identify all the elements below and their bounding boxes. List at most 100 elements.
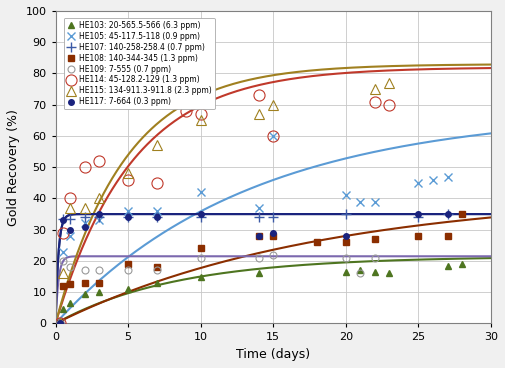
HE114: 45-128.2-129 (1.3 ppm): (0.3, 0): 45-128.2-129 (1.3 ppm): (0.3, 0) [57, 321, 63, 326]
Line: HE107: 140-258-258.4 (0.7 ppm): HE107: 140-258-258.4 (0.7 ppm) [55, 209, 452, 328]
HE105: 45-117.5-118 (0.9 ppm): (26, 46): 45-117.5-118 (0.9 ppm): (26, 46) [430, 177, 436, 182]
HE107: 140-258-258.4 (0.7 ppm): (7, 34): 140-258-258.4 (0.7 ppm): (7, 34) [154, 215, 160, 219]
Line: HE117: 7-664 (0.3 ppm): HE117: 7-664 (0.3 ppm) [55, 209, 453, 329]
HE108: 140-344-345 (1.3 ppm): (5, 19): 140-344-345 (1.3 ppm): (5, 19) [125, 262, 131, 266]
HE117: 7-664 (0.3 ppm): (3, 35): 7-664 (0.3 ppm): (3, 35) [96, 212, 102, 216]
HE115: 134-911.3-911.8 (2.3 ppm): (0.5, 16): 134-911.3-911.8 (2.3 ppm): (0.5, 16) [60, 271, 66, 276]
Legend: HE103: 20-565.5-566 (6.3 ppm), HE105: 45-117.5-118 (0.9 ppm), HE107: 140-258-258: HE103: 20-565.5-566 (6.3 ppm), HE105: 45… [64, 18, 215, 109]
HE107: 140-258-258.4 (0.7 ppm): (10, 34): 140-258-258.4 (0.7 ppm): (10, 34) [197, 215, 204, 219]
HE109: 7-555 (0.7 ppm): (7, 17): 7-555 (0.7 ppm): (7, 17) [154, 268, 160, 273]
Line: HE103: 20-565.5-566 (6.3 ppm): HE103: 20-565.5-566 (6.3 ppm) [57, 261, 466, 327]
HE103: 20-565.5-566 (6.3 ppm): (21, 17): 20-565.5-566 (6.3 ppm): (21, 17) [358, 268, 364, 273]
HE117: 7-664 (0.3 ppm): (2, 31): 7-664 (0.3 ppm): (2, 31) [81, 224, 87, 229]
HE117: 7-664 (0.3 ppm): (7, 34): 7-664 (0.3 ppm): (7, 34) [154, 215, 160, 219]
HE108: 140-344-345 (1.3 ppm): (25, 28): 140-344-345 (1.3 ppm): (25, 28) [416, 234, 422, 238]
HE103: 20-565.5-566 (6.3 ppm): (1, 6.5): 20-565.5-566 (6.3 ppm): (1, 6.5) [67, 301, 73, 305]
HE109: 7-555 (0.7 ppm): (5, 17): 7-555 (0.7 ppm): (5, 17) [125, 268, 131, 273]
HE103: 20-565.5-566 (6.3 ppm): (20, 16.5): 20-565.5-566 (6.3 ppm): (20, 16.5) [343, 270, 349, 274]
HE109: 7-555 (0.7 ppm): (2, 17): 7-555 (0.7 ppm): (2, 17) [81, 268, 87, 273]
HE114: 45-128.2-129 (1.3 ppm): (10, 67): 45-128.2-129 (1.3 ppm): (10, 67) [197, 112, 204, 116]
HE115: 134-911.3-911.8 (2.3 ppm): (2, 37): 134-911.3-911.8 (2.3 ppm): (2, 37) [81, 206, 87, 210]
HE108: 140-344-345 (1.3 ppm): (22, 27): 140-344-345 (1.3 ppm): (22, 27) [372, 237, 378, 241]
X-axis label: Time (days): Time (days) [236, 348, 311, 361]
HE115: 134-911.3-911.8 (2.3 ppm): (0.3, 0): 134-911.3-911.8 (2.3 ppm): (0.3, 0) [57, 321, 63, 326]
HE107: 140-258-258.4 (0.7 ppm): (3, 34): 140-258-258.4 (0.7 ppm): (3, 34) [96, 215, 102, 219]
HE105: 45-117.5-118 (0.9 ppm): (20, 41): 45-117.5-118 (0.9 ppm): (20, 41) [343, 193, 349, 198]
HE103: 20-565.5-566 (6.3 ppm): (27, 18.5): 20-565.5-566 (6.3 ppm): (27, 18.5) [444, 263, 450, 268]
HE108: 140-344-345 (1.3 ppm): (10, 24): 140-344-345 (1.3 ppm): (10, 24) [197, 246, 204, 251]
HE105: 45-117.5-118 (0.9 ppm): (27, 47): 45-117.5-118 (0.9 ppm): (27, 47) [444, 174, 450, 179]
HE107: 140-258-258.4 (0.7 ppm): (25, 34): 140-258-258.4 (0.7 ppm): (25, 34) [416, 215, 422, 219]
HE109: 7-555 (0.7 ppm): (3, 17): 7-555 (0.7 ppm): (3, 17) [96, 268, 102, 273]
HE114: 45-128.2-129 (1.3 ppm): (23, 70): 45-128.2-129 (1.3 ppm): (23, 70) [386, 103, 392, 107]
HE117: 7-664 (0.3 ppm): (14, 28): 7-664 (0.3 ppm): (14, 28) [256, 234, 262, 238]
HE115: 134-911.3-911.8 (2.3 ppm): (5, 48): 134-911.3-911.8 (2.3 ppm): (5, 48) [125, 171, 131, 176]
HE114: 45-128.2-129 (1.3 ppm): (9, 68): 45-128.2-129 (1.3 ppm): (9, 68) [183, 109, 189, 113]
HE103: 20-565.5-566 (6.3 ppm): (14, 16): 20-565.5-566 (6.3 ppm): (14, 16) [256, 271, 262, 276]
HE117: 7-664 (0.3 ppm): (5, 34): 7-664 (0.3 ppm): (5, 34) [125, 215, 131, 219]
HE117: 7-664 (0.3 ppm): (1, 30): 7-664 (0.3 ppm): (1, 30) [67, 227, 73, 232]
HE108: 140-344-345 (1.3 ppm): (2, 13): 140-344-345 (1.3 ppm): (2, 13) [81, 281, 87, 285]
HE109: 7-555 (0.7 ppm): (1, 18): 7-555 (0.7 ppm): (1, 18) [67, 265, 73, 269]
Line: HE114: 45-128.2-129 (1.3 ppm): HE114: 45-128.2-129 (1.3 ppm) [55, 90, 395, 329]
HE105: 45-117.5-118 (0.9 ppm): (22, 39): 45-117.5-118 (0.9 ppm): (22, 39) [372, 199, 378, 204]
HE114: 45-128.2-129 (1.3 ppm): (22, 71): 45-128.2-129 (1.3 ppm): (22, 71) [372, 99, 378, 104]
HE117: 7-664 (0.3 ppm): (15, 29): 7-664 (0.3 ppm): (15, 29) [270, 231, 276, 235]
HE103: 20-565.5-566 (6.3 ppm): (0.3, 0): 20-565.5-566 (6.3 ppm): (0.3, 0) [57, 321, 63, 326]
HE115: 134-911.3-911.8 (2.3 ppm): (10, 65): 134-911.3-911.8 (2.3 ppm): (10, 65) [197, 118, 204, 123]
HE109: 7-555 (0.7 ppm): (10, 21): 7-555 (0.7 ppm): (10, 21) [197, 256, 204, 260]
HE107: 140-258-258.4 (0.7 ppm): (15, 34): 140-258-258.4 (0.7 ppm): (15, 34) [270, 215, 276, 219]
HE105: 45-117.5-118 (0.9 ppm): (3, 33): 45-117.5-118 (0.9 ppm): (3, 33) [96, 218, 102, 223]
HE105: 45-117.5-118 (0.9 ppm): (0.3, 0): 45-117.5-118 (0.9 ppm): (0.3, 0) [57, 321, 63, 326]
Line: HE109: 7-555 (0.7 ppm): HE109: 7-555 (0.7 ppm) [57, 251, 378, 327]
HE109: 7-555 (0.7 ppm): (0.5, 20): 7-555 (0.7 ppm): (0.5, 20) [60, 259, 66, 263]
HE108: 140-344-345 (1.3 ppm): (7, 18): 140-344-345 (1.3 ppm): (7, 18) [154, 265, 160, 269]
Y-axis label: Gold Recovery (%): Gold Recovery (%) [7, 109, 20, 226]
HE114: 45-128.2-129 (1.3 ppm): (7, 45): 45-128.2-129 (1.3 ppm): (7, 45) [154, 181, 160, 185]
HE108: 140-344-345 (1.3 ppm): (20, 26): 140-344-345 (1.3 ppm): (20, 26) [343, 240, 349, 244]
HE117: 7-664 (0.3 ppm): (27, 35): 7-664 (0.3 ppm): (27, 35) [444, 212, 450, 216]
HE105: 45-117.5-118 (0.9 ppm): (10, 42): 45-117.5-118 (0.9 ppm): (10, 42) [197, 190, 204, 194]
HE109: 7-555 (0.7 ppm): (21, 16): 7-555 (0.7 ppm): (21, 16) [358, 271, 364, 276]
HE103: 20-565.5-566 (6.3 ppm): (0.5, 4.5): 20-565.5-566 (6.3 ppm): (0.5, 4.5) [60, 307, 66, 312]
HE114: 45-128.2-129 (1.3 ppm): (5, 46): 45-128.2-129 (1.3 ppm): (5, 46) [125, 177, 131, 182]
HE109: 7-555 (0.7 ppm): (22, 21): 7-555 (0.7 ppm): (22, 21) [372, 256, 378, 260]
HE103: 20-565.5-566 (6.3 ppm): (2, 9.5): 20-565.5-566 (6.3 ppm): (2, 9.5) [81, 291, 87, 296]
HE105: 45-117.5-118 (0.9 ppm): (5, 36): 45-117.5-118 (0.9 ppm): (5, 36) [125, 209, 131, 213]
HE114: 45-128.2-129 (1.3 ppm): (2, 50): 45-128.2-129 (1.3 ppm): (2, 50) [81, 165, 87, 169]
HE114: 45-128.2-129 (1.3 ppm): (1, 40): 45-128.2-129 (1.3 ppm): (1, 40) [67, 196, 73, 201]
HE103: 20-565.5-566 (6.3 ppm): (3, 10): 20-565.5-566 (6.3 ppm): (3, 10) [96, 290, 102, 294]
HE105: 45-117.5-118 (0.9 ppm): (7, 36): 45-117.5-118 (0.9 ppm): (7, 36) [154, 209, 160, 213]
HE107: 140-258-258.4 (0.7 ppm): (20, 35): 140-258-258.4 (0.7 ppm): (20, 35) [343, 212, 349, 216]
HE108: 140-344-345 (1.3 ppm): (28, 35): 140-344-345 (1.3 ppm): (28, 35) [459, 212, 465, 216]
HE105: 45-117.5-118 (0.9 ppm): (25, 45): 45-117.5-118 (0.9 ppm): (25, 45) [416, 181, 422, 185]
HE117: 7-664 (0.3 ppm): (25, 35): 7-664 (0.3 ppm): (25, 35) [416, 212, 422, 216]
HE108: 140-344-345 (1.3 ppm): (1, 12.5): 140-344-345 (1.3 ppm): (1, 12.5) [67, 282, 73, 287]
HE105: 45-117.5-118 (0.9 ppm): (0.5, 23): 45-117.5-118 (0.9 ppm): (0.5, 23) [60, 250, 66, 254]
HE103: 20-565.5-566 (6.3 ppm): (7, 13): 20-565.5-566 (6.3 ppm): (7, 13) [154, 281, 160, 285]
HE105: 45-117.5-118 (0.9 ppm): (2, 32): 45-117.5-118 (0.9 ppm): (2, 32) [81, 221, 87, 226]
HE115: 134-911.3-911.8 (2.3 ppm): (7, 57): 134-911.3-911.8 (2.3 ppm): (7, 57) [154, 143, 160, 148]
HE109: 7-555 (0.7 ppm): (0.3, 0): 7-555 (0.7 ppm): (0.3, 0) [57, 321, 63, 326]
HE107: 140-258-258.4 (0.7 ppm): (0.3, 0): 140-258-258.4 (0.7 ppm): (0.3, 0) [57, 321, 63, 326]
Line: HE108: 140-344-345 (1.3 ppm): HE108: 140-344-345 (1.3 ppm) [57, 210, 466, 327]
HE107: 140-258-258.4 (0.7 ppm): (14, 34): 140-258-258.4 (0.7 ppm): (14, 34) [256, 215, 262, 219]
HE115: 134-911.3-911.8 (2.3 ppm): (1, 37): 134-911.3-911.8 (2.3 ppm): (1, 37) [67, 206, 73, 210]
HE108: 140-344-345 (1.3 ppm): (14, 28): 140-344-345 (1.3 ppm): (14, 28) [256, 234, 262, 238]
HE115: 134-911.3-911.8 (2.3 ppm): (14, 67): 134-911.3-911.8 (2.3 ppm): (14, 67) [256, 112, 262, 116]
Line: HE115: 134-911.3-911.8 (2.3 ppm): HE115: 134-911.3-911.8 (2.3 ppm) [55, 78, 394, 328]
HE105: 45-117.5-118 (0.9 ppm): (15, 60): 45-117.5-118 (0.9 ppm): (15, 60) [270, 134, 276, 138]
HE109: 7-555 (0.7 ppm): (15, 22): 7-555 (0.7 ppm): (15, 22) [270, 252, 276, 257]
HE105: 45-117.5-118 (0.9 ppm): (1, 28): 45-117.5-118 (0.9 ppm): (1, 28) [67, 234, 73, 238]
HE115: 134-911.3-911.8 (2.3 ppm): (3, 40): 134-911.3-911.8 (2.3 ppm): (3, 40) [96, 196, 102, 201]
HE108: 140-344-345 (1.3 ppm): (27, 28): 140-344-345 (1.3 ppm): (27, 28) [444, 234, 450, 238]
HE108: 140-344-345 (1.3 ppm): (3, 13): 140-344-345 (1.3 ppm): (3, 13) [96, 281, 102, 285]
HE117: 7-664 (0.3 ppm): (0.3, 0): 7-664 (0.3 ppm): (0.3, 0) [57, 321, 63, 326]
HE108: 140-344-345 (1.3 ppm): (0.3, 0): 140-344-345 (1.3 ppm): (0.3, 0) [57, 321, 63, 326]
HE105: 45-117.5-118 (0.9 ppm): (14, 37): 45-117.5-118 (0.9 ppm): (14, 37) [256, 206, 262, 210]
HE117: 7-664 (0.3 ppm): (0.5, 33): 7-664 (0.3 ppm): (0.5, 33) [60, 218, 66, 223]
HE109: 7-555 (0.7 ppm): (20, 21): 7-555 (0.7 ppm): (20, 21) [343, 256, 349, 260]
HE103: 20-565.5-566 (6.3 ppm): (23, 16): 20-565.5-566 (6.3 ppm): (23, 16) [386, 271, 392, 276]
Line: HE105: 45-117.5-118 (0.9 ppm): HE105: 45-117.5-118 (0.9 ppm) [56, 132, 451, 328]
HE103: 20-565.5-566 (6.3 ppm): (5, 11): 20-565.5-566 (6.3 ppm): (5, 11) [125, 287, 131, 291]
